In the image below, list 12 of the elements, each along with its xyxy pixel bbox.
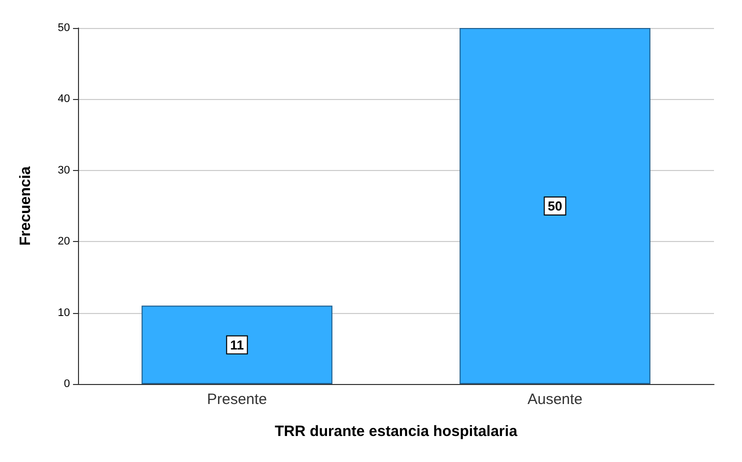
data-label: 11 <box>230 337 244 352</box>
x-axis-title: TRR durante estancia hospitalaria <box>274 423 518 440</box>
data-label: 50 <box>548 198 562 214</box>
x-tick-label: Ausente <box>527 391 583 408</box>
y-tick-label: 20 <box>58 236 70 248</box>
y-tick-label: 0 <box>64 378 70 390</box>
y-tick-label: 40 <box>58 93 70 106</box>
y-tick-label: 50 <box>58 22 70 34</box>
y-axis-title: Frecuencia <box>17 166 34 246</box>
y-tick-label: 10 <box>58 306 70 319</box>
y-tick-label: 30 <box>58 164 70 176</box>
x-tick-label: Presente <box>206 391 268 408</box>
